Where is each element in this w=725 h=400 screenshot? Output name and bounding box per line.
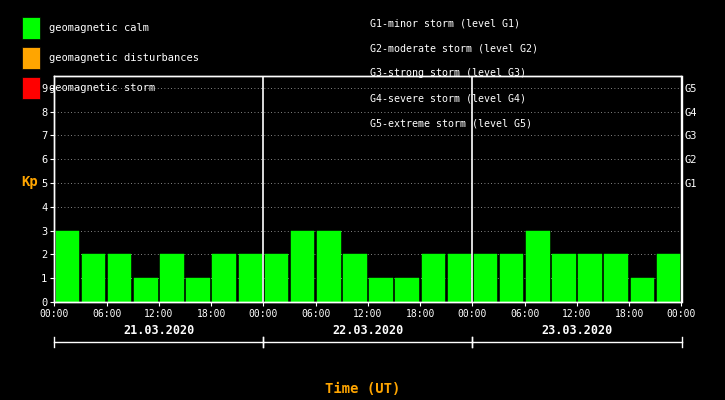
Bar <box>343 254 367 302</box>
Bar <box>160 254 183 302</box>
Bar <box>317 231 341 302</box>
Bar <box>186 278 210 302</box>
Bar <box>447 254 471 302</box>
Bar <box>239 254 262 302</box>
Text: G4-severe storm (level G4): G4-severe storm (level G4) <box>370 94 526 104</box>
Text: 21.03.2020: 21.03.2020 <box>123 324 194 337</box>
Bar <box>473 254 497 302</box>
Bar <box>579 254 602 302</box>
Text: G3-strong storm (level G3): G3-strong storm (level G3) <box>370 68 526 78</box>
Text: 23.03.2020: 23.03.2020 <box>542 324 613 337</box>
Bar <box>500 254 523 302</box>
Text: G2-moderate storm (level G2): G2-moderate storm (level G2) <box>370 43 538 53</box>
Bar <box>108 254 131 302</box>
Bar <box>605 254 628 302</box>
Bar <box>56 231 79 302</box>
Bar <box>369 278 393 302</box>
Text: Time (UT): Time (UT) <box>325 382 400 396</box>
Bar <box>134 278 157 302</box>
Bar <box>82 254 105 302</box>
Text: geomagnetic calm: geomagnetic calm <box>49 23 149 33</box>
Bar <box>631 278 654 302</box>
Bar <box>212 254 236 302</box>
Y-axis label: Kp: Kp <box>22 175 38 189</box>
Text: 22.03.2020: 22.03.2020 <box>332 324 404 337</box>
Text: geomagnetic storm: geomagnetic storm <box>49 83 155 93</box>
Bar <box>291 231 315 302</box>
Text: G5-extreme storm (level G5): G5-extreme storm (level G5) <box>370 119 531 129</box>
Text: G1-minor storm (level G1): G1-minor storm (level G1) <box>370 18 520 28</box>
Bar <box>265 254 289 302</box>
Bar <box>657 254 680 302</box>
Bar <box>552 254 576 302</box>
Bar <box>421 254 445 302</box>
Bar <box>395 278 419 302</box>
Bar <box>526 231 550 302</box>
Text: geomagnetic disturbances: geomagnetic disturbances <box>49 53 199 63</box>
